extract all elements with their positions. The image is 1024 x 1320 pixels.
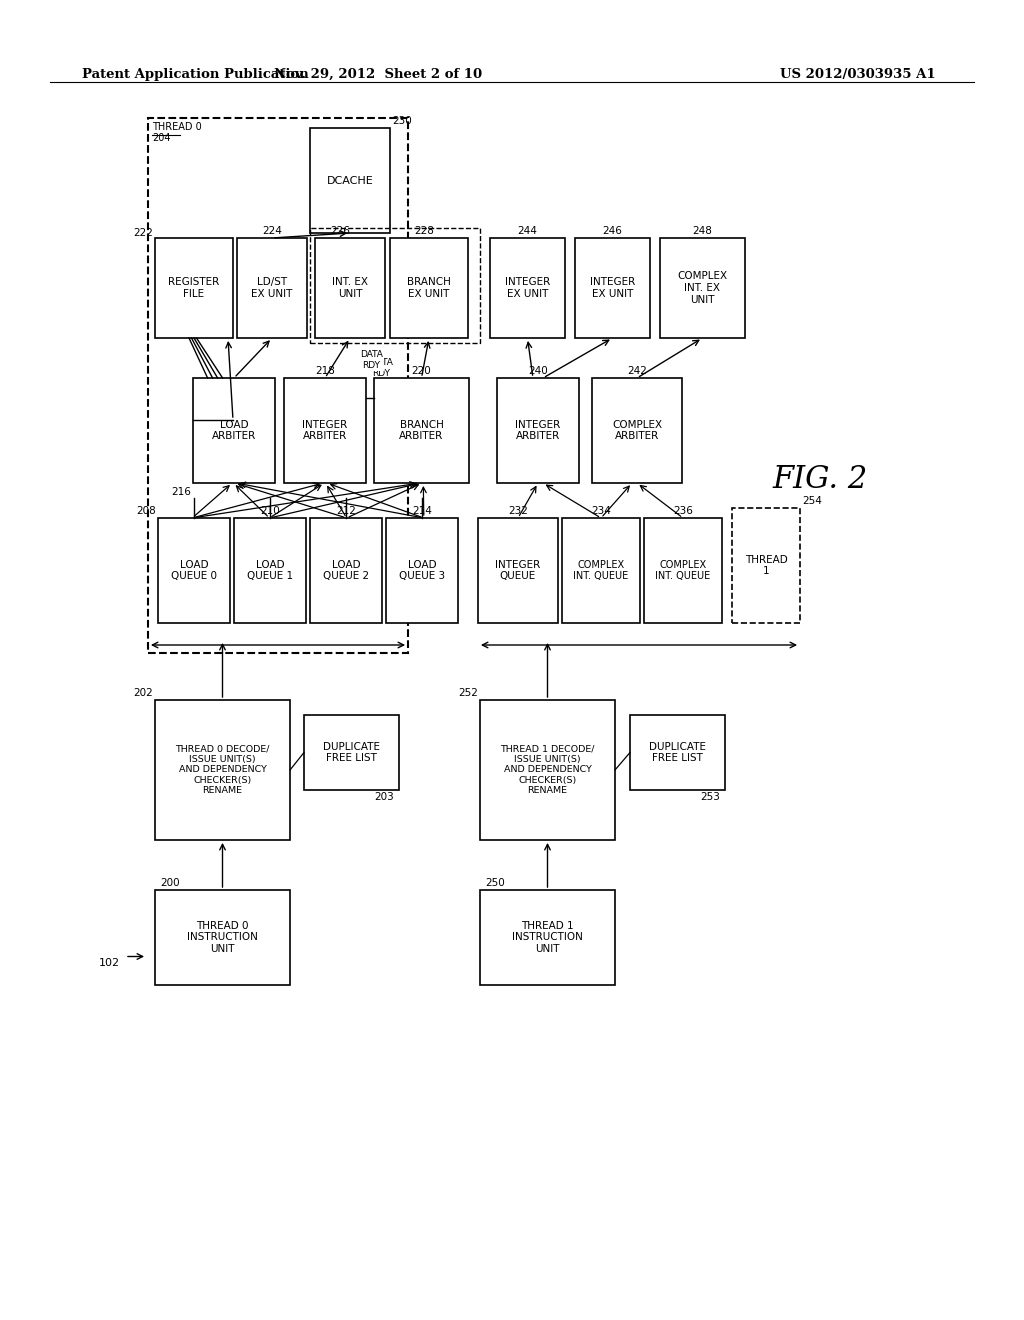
Text: INTEGER
ARBITER: INTEGER ARBITER (515, 420, 560, 441)
Bar (644, 517, 722, 623)
Text: Nov. 29, 2012  Sheet 2 of 10: Nov. 29, 2012 Sheet 2 of 10 (274, 69, 482, 81)
Bar (497, 378, 579, 483)
Text: COMPLEX
ARBITER: COMPLEX ARBITER (612, 420, 663, 441)
Bar (148, 117, 408, 653)
Bar (732, 508, 800, 623)
Text: 234: 234 (591, 506, 611, 516)
Text: INTEGER
QUEUE: INTEGER QUEUE (496, 560, 541, 581)
Text: LOAD
ARBITER: LOAD ARBITER (212, 420, 256, 441)
Text: DCACHE: DCACHE (327, 176, 374, 186)
Text: LOAD
QUEUE 0: LOAD QUEUE 0 (171, 560, 217, 581)
Text: THREAD
1: THREAD 1 (744, 554, 787, 577)
Text: 244: 244 (517, 226, 538, 236)
Text: COMPLEX
INT. EX
UNIT: COMPLEX INT. EX UNIT (678, 272, 728, 305)
Text: US 2012/0303935 A1: US 2012/0303935 A1 (780, 69, 936, 81)
Text: LOAD
QUEUE 1: LOAD QUEUE 1 (247, 560, 293, 581)
Bar (304, 715, 399, 789)
Bar (310, 517, 382, 623)
Text: 210: 210 (260, 506, 280, 516)
Bar (158, 517, 230, 623)
Bar (237, 238, 307, 338)
Text: LOAD
QUEUE 2: LOAD QUEUE 2 (323, 560, 369, 581)
Text: 253: 253 (700, 792, 720, 803)
Text: THREAD 0 DECODE/
ISSUE UNIT(S)
AND DEPENDENCY
CHECKER(S)
RENAME: THREAD 0 DECODE/ ISSUE UNIT(S) AND DEPEN… (175, 744, 269, 795)
Bar (155, 700, 290, 840)
Text: THREAD 0
INSTRUCTION
UNIT: THREAD 0 INSTRUCTION UNIT (187, 921, 258, 954)
Text: 254: 254 (802, 496, 822, 506)
Text: 252: 252 (458, 688, 478, 698)
Text: 202: 202 (133, 688, 153, 698)
Bar (480, 890, 615, 985)
Bar (155, 238, 233, 338)
Text: 220: 220 (412, 366, 431, 376)
Bar (386, 517, 458, 623)
Text: THREAD 1
INSTRUCTION
UNIT: THREAD 1 INSTRUCTION UNIT (512, 921, 583, 954)
Text: DATA
RDY: DATA RDY (370, 358, 393, 378)
Text: DUPLICATE
FREE LIST: DUPLICATE FREE LIST (649, 742, 706, 763)
Text: 216: 216 (171, 487, 191, 498)
Text: 226: 226 (330, 226, 350, 236)
Text: 224: 224 (262, 226, 282, 236)
Text: 230: 230 (392, 116, 412, 125)
Text: 214: 214 (412, 506, 432, 516)
Text: 200: 200 (160, 878, 179, 888)
Text: LD/ST
EX UNIT: LD/ST EX UNIT (251, 277, 293, 298)
Text: 204: 204 (152, 133, 171, 143)
Text: 236: 236 (673, 506, 693, 516)
Bar (155, 890, 290, 985)
Text: DATA
RDY: DATA RDY (360, 350, 383, 370)
Text: INTEGER
EX UNIT: INTEGER EX UNIT (505, 277, 550, 298)
Text: REGISTER
FILE: REGISTER FILE (168, 277, 219, 298)
Text: 246: 246 (602, 226, 623, 236)
Text: 203: 203 (374, 792, 394, 803)
Bar (660, 238, 745, 338)
Bar (193, 378, 275, 483)
Text: 222: 222 (133, 228, 153, 238)
Text: THREAD 1 DECODE/
ISSUE UNIT(S)
AND DEPENDENCY
CHECKER(S)
RENAME: THREAD 1 DECODE/ ISSUE UNIT(S) AND DEPEN… (501, 744, 595, 795)
Bar (630, 715, 725, 789)
Text: INTEGER
EX UNIT: INTEGER EX UNIT (590, 277, 635, 298)
Bar (562, 517, 640, 623)
Text: 212: 212 (336, 506, 356, 516)
Bar (374, 378, 469, 483)
Text: THREAD 0: THREAD 0 (152, 121, 202, 132)
Text: 232: 232 (508, 506, 528, 516)
Bar (478, 517, 558, 623)
Text: BRANCH
EX UNIT: BRANCH EX UNIT (408, 277, 451, 298)
Text: 248: 248 (692, 226, 713, 236)
Bar (575, 238, 650, 338)
Text: BRANCH
ARBITER: BRANCH ARBITER (399, 420, 443, 441)
Text: 102: 102 (99, 958, 120, 969)
Bar (315, 238, 385, 338)
Text: 240: 240 (528, 366, 548, 376)
Text: FIG. 2: FIG. 2 (772, 465, 867, 495)
Text: INT. EX
UNIT: INT. EX UNIT (332, 277, 368, 298)
Text: COMPLEX
INT. QUEUE: COMPLEX INT. QUEUE (573, 560, 629, 581)
Text: DUPLICATE
FREE LIST: DUPLICATE FREE LIST (323, 742, 380, 763)
Text: 242: 242 (627, 366, 647, 376)
Text: 250: 250 (485, 878, 505, 888)
Bar (490, 238, 565, 338)
Text: 208: 208 (136, 506, 156, 516)
Bar (480, 700, 615, 840)
Bar (284, 378, 366, 483)
Bar (310, 228, 480, 343)
Bar (390, 238, 468, 338)
Text: INTEGER
ARBITER: INTEGER ARBITER (302, 420, 347, 441)
Text: 228: 228 (414, 226, 434, 236)
Bar (234, 517, 306, 623)
Bar (310, 128, 390, 234)
Text: LOAD
QUEUE 3: LOAD QUEUE 3 (399, 560, 445, 581)
Text: COMPLEX
INT. QUEUE: COMPLEX INT. QUEUE (655, 560, 711, 581)
Text: 218: 218 (315, 366, 335, 376)
Bar (592, 378, 682, 483)
Text: Patent Application Publication: Patent Application Publication (82, 69, 309, 81)
